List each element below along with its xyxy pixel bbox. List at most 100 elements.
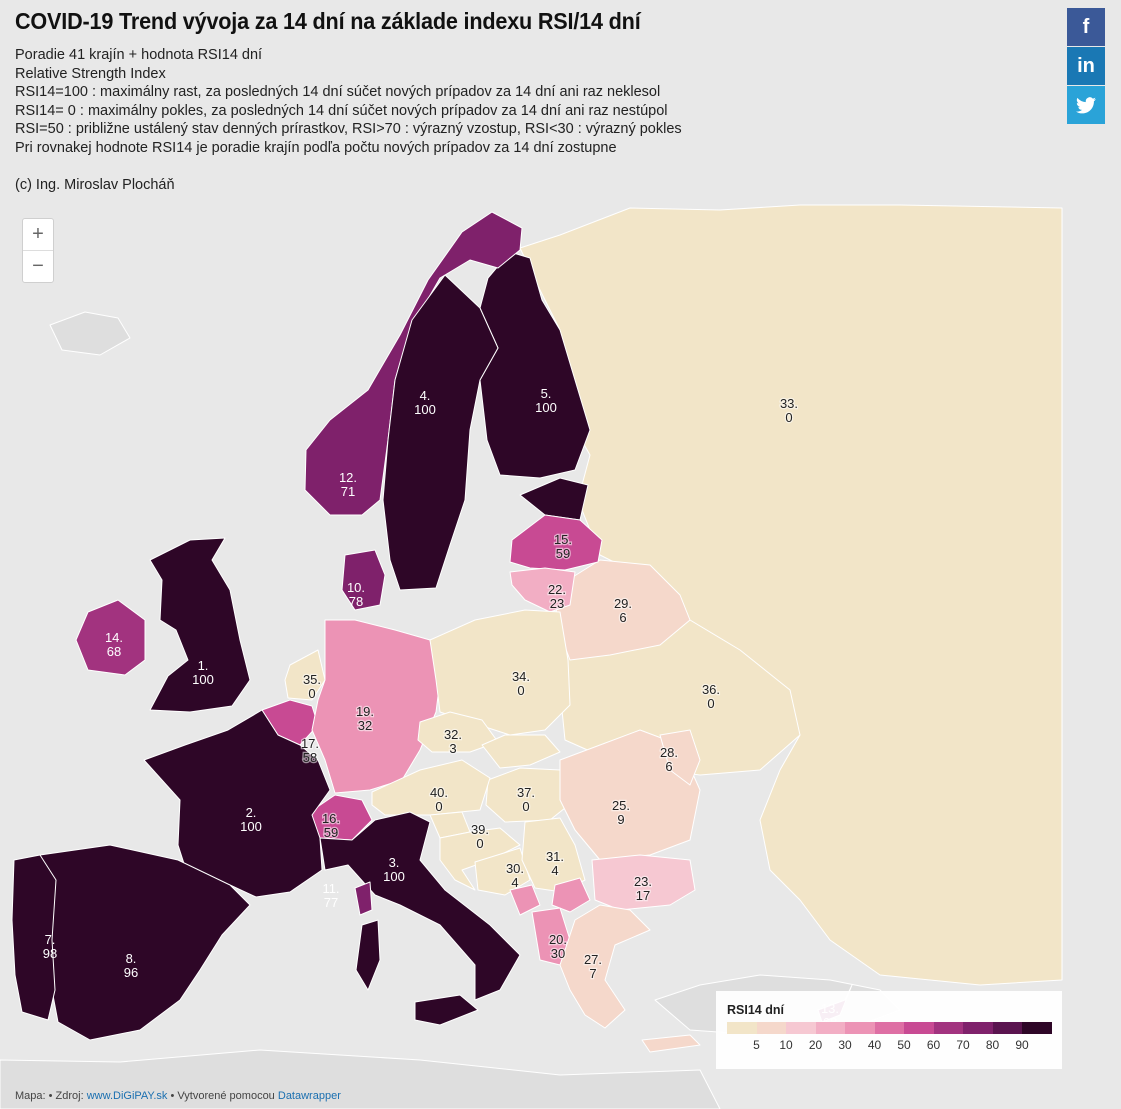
country-rsi-value: 77 [324, 895, 338, 910]
country-rsi-value: 100 [383, 869, 405, 884]
country-rsi-value: 4 [511, 875, 518, 890]
country-label: 19. 32 [356, 704, 374, 733]
country-ireland[interactable] [75, 599, 146, 676]
country-rsi-value: 4 [551, 863, 558, 878]
country-portugal[interactable] [11, 854, 57, 1021]
country-label: 15. 59 [554, 532, 572, 561]
country-uk[interactable] [149, 537, 251, 713]
zoom-in-button[interactable]: + [32, 223, 44, 245]
country-rank: 28. [660, 745, 678, 760]
country-label: 1. 100 [192, 658, 214, 687]
description-line: RSI14=100 : maximálny rast, za poslednýc… [15, 84, 661, 101]
description-line: RSI=50 : približne ustálený stav denných… [15, 121, 682, 138]
country-rsi-value: 6 [619, 610, 626, 625]
country-rank: 39. [471, 822, 489, 837]
legend-swatch [933, 1022, 963, 1034]
country-rank: 27. [584, 952, 602, 967]
zoom-out-button[interactable]: − [23, 250, 53, 282]
country-label: 16. 59 [322, 811, 340, 840]
country-lithuania[interactable] [509, 567, 576, 613]
legend-swatch [1022, 1022, 1052, 1034]
country-estonia[interactable] [519, 477, 589, 521]
country-label: 10. 78 [347, 580, 365, 609]
footer-prefix: Mapa: • Zdroj: [15, 1090, 84, 1102]
country-rank: 17. [301, 736, 319, 751]
country-germany[interactable] [311, 619, 441, 794]
country-rank: 31. [546, 849, 564, 864]
country-rsi-value: 0 [476, 836, 483, 851]
country-rank: 23. [634, 874, 652, 889]
legend-tick-label: 10 [779, 1038, 793, 1052]
country-rank: 2. [246, 805, 257, 820]
country-bulgaria[interactable] [591, 854, 696, 911]
country-rank: 33. [780, 396, 798, 411]
country-label: 28. 6 [660, 745, 678, 774]
chart-title: COVID-19 Trend vývoja za 14 dní na zákla… [15, 8, 641, 34]
country-rsi-value: 0 [707, 696, 714, 711]
country-label: 14. 68 [105, 630, 123, 659]
country-label: 12. 71 [339, 470, 357, 499]
country-northmacedonia[interactable] [551, 877, 591, 913]
country-label: 35. 0 [303, 672, 321, 701]
chart-description: Poradie 41 krajín + hodnota RSI14 dní Re… [15, 46, 1055, 194]
country-rank: 32. [444, 727, 462, 742]
country-rsi-value: 100 [240, 819, 262, 834]
country-label: 36. 0 [702, 682, 720, 711]
country-label: 22. 23 [548, 582, 566, 611]
country-rank: 19. [356, 704, 374, 719]
legend-swatch [992, 1022, 1022, 1034]
country-sicily[interactable] [414, 994, 479, 1026]
description-line: Relative Strength Index [15, 65, 166, 82]
legend-swatch [815, 1022, 845, 1034]
country-denmark[interactable] [341, 549, 386, 611]
country-russia[interactable] [519, 204, 1063, 986]
facebook-share-button[interactable]: f [1067, 8, 1105, 46]
country-rsi-value: 0 [435, 799, 442, 814]
country-moldova[interactable] [659, 729, 701, 786]
country-crete[interactable] [641, 1034, 701, 1053]
country-rank: 15. [554, 532, 572, 547]
country-label: 2. 100 [240, 805, 262, 834]
color-legend: RSI14 dní 5 10 20 30 40 50 60 70 80 90 [716, 991, 1062, 1069]
country-greece[interactable] [559, 904, 651, 1029]
twitter-share-button[interactable] [1067, 86, 1105, 124]
footer: Mapa: • Zdroj: www.DiGiPAY.sk • Vytvoren… [15, 1090, 341, 1102]
credit-line: (c) Ing. Miroslav Plocháň [15, 176, 175, 193]
country-norway[interactable] [304, 211, 523, 516]
country-rsi-value: 32 [358, 718, 372, 733]
legend-color-scale [727, 1022, 1052, 1034]
country-latvia[interactable] [509, 514, 603, 571]
country-rank: 35. [303, 672, 321, 687]
country-bosnia[interactable] [474, 847, 531, 896]
country-rank: 8. [126, 951, 137, 966]
country-netherlands[interactable] [284, 649, 326, 701]
chart-header: COVID-19 Trend vývoja za 14 dní na zákla… [15, 8, 1055, 194]
country-label: 7. 98 [43, 932, 57, 961]
source-link[interactable]: www.DiGiPAY.sk [86, 1090, 168, 1102]
country-hungary[interactable] [485, 767, 576, 823]
country-rank: 7. [45, 932, 56, 947]
country-rsi-value: 7 [589, 966, 596, 981]
social-share-bar: f in [1067, 8, 1105, 125]
country-rsi-value: 71 [341, 484, 355, 499]
country-montenegro[interactable] [509, 884, 541, 916]
country-sweden[interactable] [382, 274, 499, 591]
linkedin-share-button[interactable]: in [1067, 47, 1105, 85]
country-label: 33. 0 [780, 396, 798, 425]
country-rsi-value: 59 [556, 546, 570, 561]
datawrapper-link[interactable]: Datawrapper [277, 1090, 341, 1102]
country-slovakia[interactable] [481, 734, 561, 769]
country-sardinia[interactable] [355, 919, 381, 991]
country-austria[interactable] [371, 759, 491, 816]
country-rank: 37. [517, 785, 535, 800]
legend-tick-label: 90 [1015, 1038, 1029, 1052]
country-label: 5. 100 [535, 386, 557, 415]
legend-tick-label: 70 [956, 1038, 970, 1052]
country-poland[interactable] [429, 609, 571, 736]
country-romania[interactable] [559, 729, 701, 861]
country-rsi-value: 0 [522, 799, 529, 814]
country-rank: 16. [322, 811, 340, 826]
description-line: Pri rovnakej hodnote RSI14 je poradie kr… [15, 139, 617, 156]
country-corsica[interactable] [354, 881, 373, 916]
